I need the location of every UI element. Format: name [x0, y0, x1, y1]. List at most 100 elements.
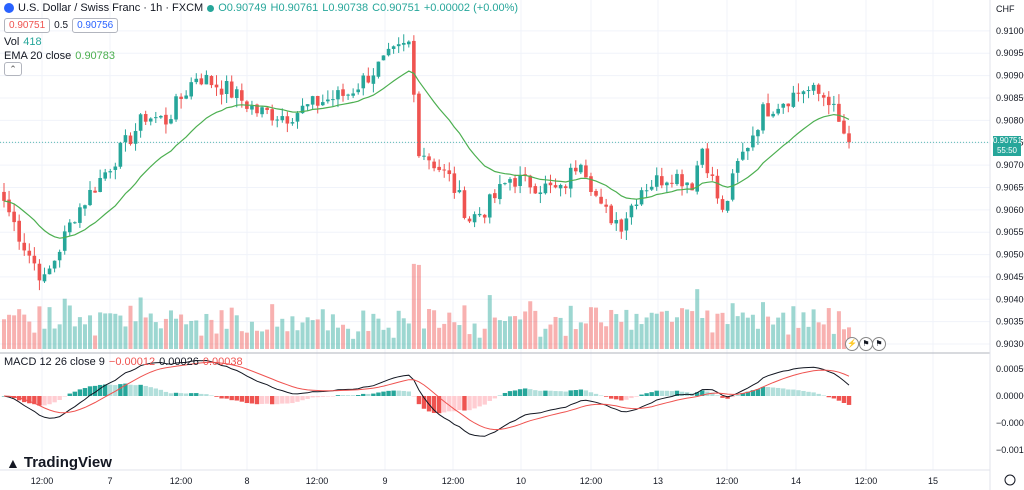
volume-bar — [664, 310, 669, 349]
macd-hist-bar — [72, 391, 78, 396]
candle-body — [619, 219, 624, 232]
candle-body — [371, 75, 376, 84]
macd-hist-bar — [411, 396, 417, 397]
macd-hist-bar — [659, 390, 664, 396]
candle-body — [482, 214, 487, 218]
macd-hist-bar — [361, 393, 366, 396]
volume-bar — [548, 324, 553, 349]
candle-body — [548, 182, 553, 186]
sell-button[interactable]: 0.90751 — [4, 18, 51, 33]
macd-hist-bar — [730, 396, 735, 398]
volume-bar — [634, 313, 639, 349]
buy-button[interactable]: 0.90756 — [72, 18, 119, 33]
symbol-title[interactable]: U.S. Dollar / Swiss Franc · 1h · FXCM — [18, 2, 204, 14]
time-tick-label: 10 — [516, 476, 526, 486]
volume-bar — [275, 326, 280, 349]
macd-hist-bar — [320, 396, 325, 397]
time-tick-label: 13 — [653, 476, 663, 486]
time-tick-label: 8 — [244, 476, 249, 486]
candle-body — [776, 108, 780, 114]
candle-body — [366, 75, 371, 83]
time-axis: 12:00 7 12:00 8 12:00 9 12:00 10 12:00 13 12:00 14 1… — [31, 476, 938, 486]
volume-legend[interactable]: Vol 418 — [4, 36, 42, 48]
candle-body — [847, 133, 851, 143]
volume-bar — [416, 264, 421, 349]
macd-hist-bar — [421, 396, 427, 409]
macd-hist-bar — [178, 393, 184, 396]
volume-bar — [320, 309, 325, 349]
collapse-legend-button[interactable]: ⌃ — [4, 62, 22, 76]
volume-bar — [604, 326, 609, 349]
volume-bar — [376, 318, 381, 349]
volume-bar — [730, 303, 735, 349]
volume-bar — [123, 326, 128, 349]
candle-body — [209, 76, 214, 86]
volume-bar — [776, 317, 781, 349]
header-legend: U.S. Dollar / Swiss Franc · 1h · FXCM O0… — [4, 2, 518, 14]
macd-hist-bar — [239, 396, 245, 402]
spread-value: 0.5 — [54, 20, 69, 31]
macd-hist-bar — [92, 385, 98, 396]
macd-hist-bar — [436, 396, 442, 414]
volume-bar — [492, 317, 497, 349]
candle-body — [164, 114, 168, 125]
lightning-icon[interactable]: ⚡ — [845, 337, 859, 351]
volume-bar — [300, 322, 305, 349]
candle-body — [639, 190, 644, 205]
volume-bar — [594, 307, 599, 349]
macd-hist-bar — [27, 396, 32, 404]
volume-bar — [361, 310, 366, 349]
volume-bar — [2, 319, 6, 349]
macd-legend[interactable]: MACD 12 26 close 9 −0.00012 0.00026 0.00… — [4, 356, 243, 368]
candle-body — [487, 194, 492, 218]
candle-body — [452, 173, 457, 193]
candle-body — [563, 186, 568, 189]
macd-hist-bar — [199, 393, 204, 396]
volume-bar — [452, 322, 457, 349]
tradingview-logo[interactable]: ▲ TradingView — [6, 454, 112, 471]
settings-icon[interactable] — [1004, 474, 1016, 486]
candle-body — [361, 75, 366, 89]
ohlc-change: +0.00002 (+0.00%) — [423, 2, 519, 14]
macd-hist-bar — [204, 394, 209, 396]
macd-hist-bar — [62, 396, 67, 397]
macd-hist-bar — [781, 388, 786, 396]
candle-body — [234, 89, 239, 99]
macd-hist-bar — [679, 391, 685, 396]
macd-hist-bar — [583, 390, 589, 396]
candle-body — [725, 200, 730, 211]
us-flag-icon[interactable]: ⚑ — [859, 337, 873, 351]
volume-bar — [103, 313, 108, 349]
volume-bar — [27, 321, 32, 349]
candle-body — [27, 250, 32, 256]
candle-body — [2, 191, 6, 201]
macd-hist-bar — [113, 385, 118, 396]
time-tick-label: 12:00 — [170, 476, 193, 486]
us-flag-icon-2[interactable]: ⚑ — [872, 337, 886, 351]
candle-body — [690, 183, 694, 191]
macd-hist-bar — [315, 396, 320, 398]
macd-hist-bar — [138, 384, 143, 396]
macd-hist-bar — [477, 396, 482, 407]
macd-hist-bar — [649, 392, 654, 396]
time-tick-label: 14 — [791, 476, 801, 486]
candle-body — [391, 46, 396, 49]
ema-legend[interactable]: EMA 20 close 0.90783 — [4, 50, 115, 62]
volume-bar — [295, 330, 300, 349]
volume-bar — [32, 332, 37, 349]
macd-hist-bar — [118, 384, 123, 396]
macd-hist-bar — [528, 389, 533, 396]
candle-body — [589, 176, 593, 192]
macd-hist-bar — [836, 396, 842, 401]
candle-body — [558, 184, 563, 189]
candle-body — [179, 96, 183, 99]
time-tick-label: 12:00 — [716, 476, 739, 486]
macd-hist-bar — [765, 387, 771, 396]
candle-body — [240, 90, 244, 101]
candle-body — [528, 175, 533, 188]
